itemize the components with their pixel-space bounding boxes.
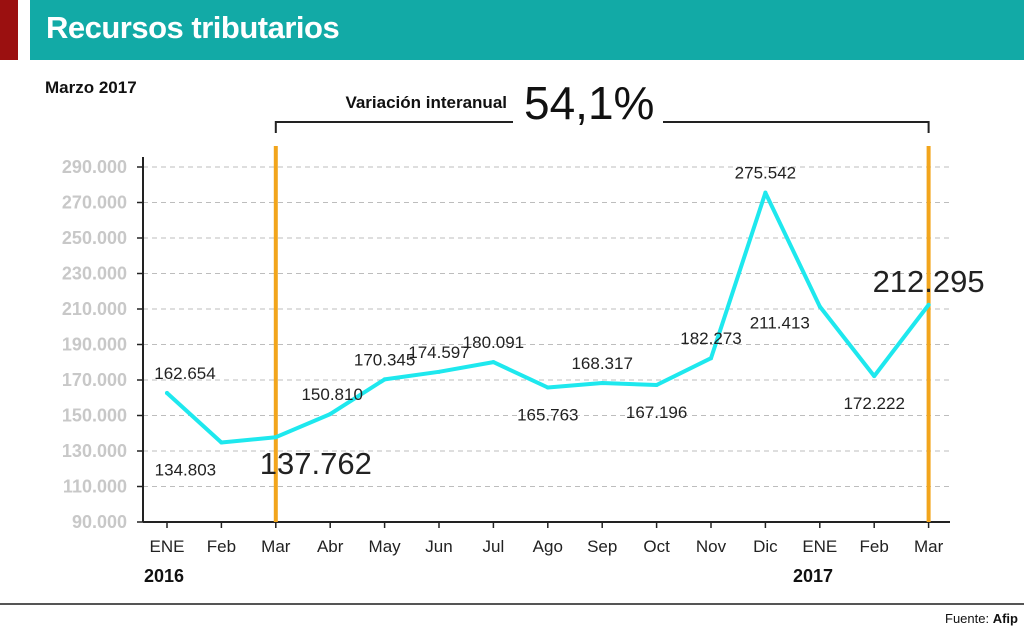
x-tick-label: May — [369, 537, 402, 556]
year-label-2016: 2016 — [144, 566, 185, 586]
x-tick-label: Sep — [587, 537, 617, 556]
variation-label: Variación interanual — [345, 93, 507, 112]
data-point — [600, 380, 605, 385]
data-label: 150.810 — [301, 385, 362, 404]
x-tick-label: Oct — [643, 537, 670, 556]
data-point — [763, 190, 768, 195]
data-point — [654, 382, 659, 387]
data-point — [219, 440, 224, 445]
variation-bracket — [274, 121, 930, 133]
source-prefix: Fuente: — [945, 611, 993, 626]
year-label-2017: 2017 — [793, 566, 834, 586]
data-point — [382, 377, 387, 382]
data-label: 168.317 — [571, 354, 632, 373]
x-tick-label: Jun — [425, 537, 452, 556]
data-label: 212.295 — [873, 264, 985, 299]
data-point — [817, 304, 822, 309]
data-point — [491, 360, 496, 365]
chart-title: Recursos tributarios — [46, 10, 340, 45]
x-tick-label: Jul — [483, 537, 505, 556]
accent-bar — [0, 0, 18, 60]
x-tick-label: Dic — [753, 537, 778, 556]
y-tick-label: 250.000 — [62, 228, 127, 248]
line-chart: 90.000 110.000 130.000 150.000 170.000 190.00… — [62, 77, 985, 556]
x-tick-label: Mar — [914, 537, 944, 556]
data-label: 211.413 — [750, 313, 810, 332]
y-tick-label: 290.000 — [62, 157, 127, 177]
data-label: 134.803 — [155, 460, 216, 479]
data-label: 167.196 — [626, 403, 687, 422]
x-tick-label: Feb — [207, 537, 236, 556]
data-label: 174.597 — [408, 343, 469, 362]
footer-divider — [0, 603, 1024, 605]
data-label: 180.091 — [463, 333, 524, 352]
header-banner: Recursos tributarios — [30, 0, 1024, 60]
x-tick-label: Mar — [261, 537, 291, 556]
data-point — [165, 391, 169, 396]
data-point — [545, 385, 550, 390]
data-point — [328, 412, 333, 417]
data-point — [872, 374, 877, 379]
source-name: Afip — [992, 611, 1018, 626]
data-label: 137.762 — [260, 446, 372, 481]
data-point — [437, 369, 441, 374]
data-label: 170.345 — [354, 350, 415, 369]
y-tick-label: 150.000 — [62, 406, 127, 426]
data-label: 165.763 — [517, 406, 578, 425]
y-tick-label: 230.000 — [62, 264, 127, 284]
y-tick-label: 210.000 — [62, 299, 127, 319]
y-tick-label: 190.000 — [62, 335, 127, 355]
x-tick-label: Nov — [696, 537, 727, 556]
y-tick-label: 110.000 — [63, 477, 127, 497]
x-tick-label: Feb — [860, 537, 889, 556]
x-tick-label: Ago — [533, 537, 563, 556]
y-tick-label: 170.000 — [62, 370, 127, 390]
data-label: 162.654 — [154, 364, 215, 383]
y-tick-label: 130.000 — [62, 441, 127, 461]
y-tick-label: 270.000 — [62, 193, 127, 213]
x-tick-label: ENE — [802, 537, 837, 556]
subtitle: Marzo 2017 — [45, 78, 137, 97]
data-label: 182.273 — [680, 329, 741, 348]
source-credit: Fuente: Afip — [945, 611, 1018, 626]
x-tick-label: ENE — [150, 537, 185, 556]
data-point — [926, 302, 931, 307]
x-tick-label: Abr — [317, 537, 344, 556]
data-label: 275.542 — [735, 164, 796, 183]
y-tick-label: 90.000 — [72, 512, 127, 532]
variation-value: 54,1% — [524, 77, 654, 129]
data-label: 172.222 — [843, 394, 904, 413]
data-point — [273, 435, 278, 440]
data-point — [709, 356, 713, 361]
